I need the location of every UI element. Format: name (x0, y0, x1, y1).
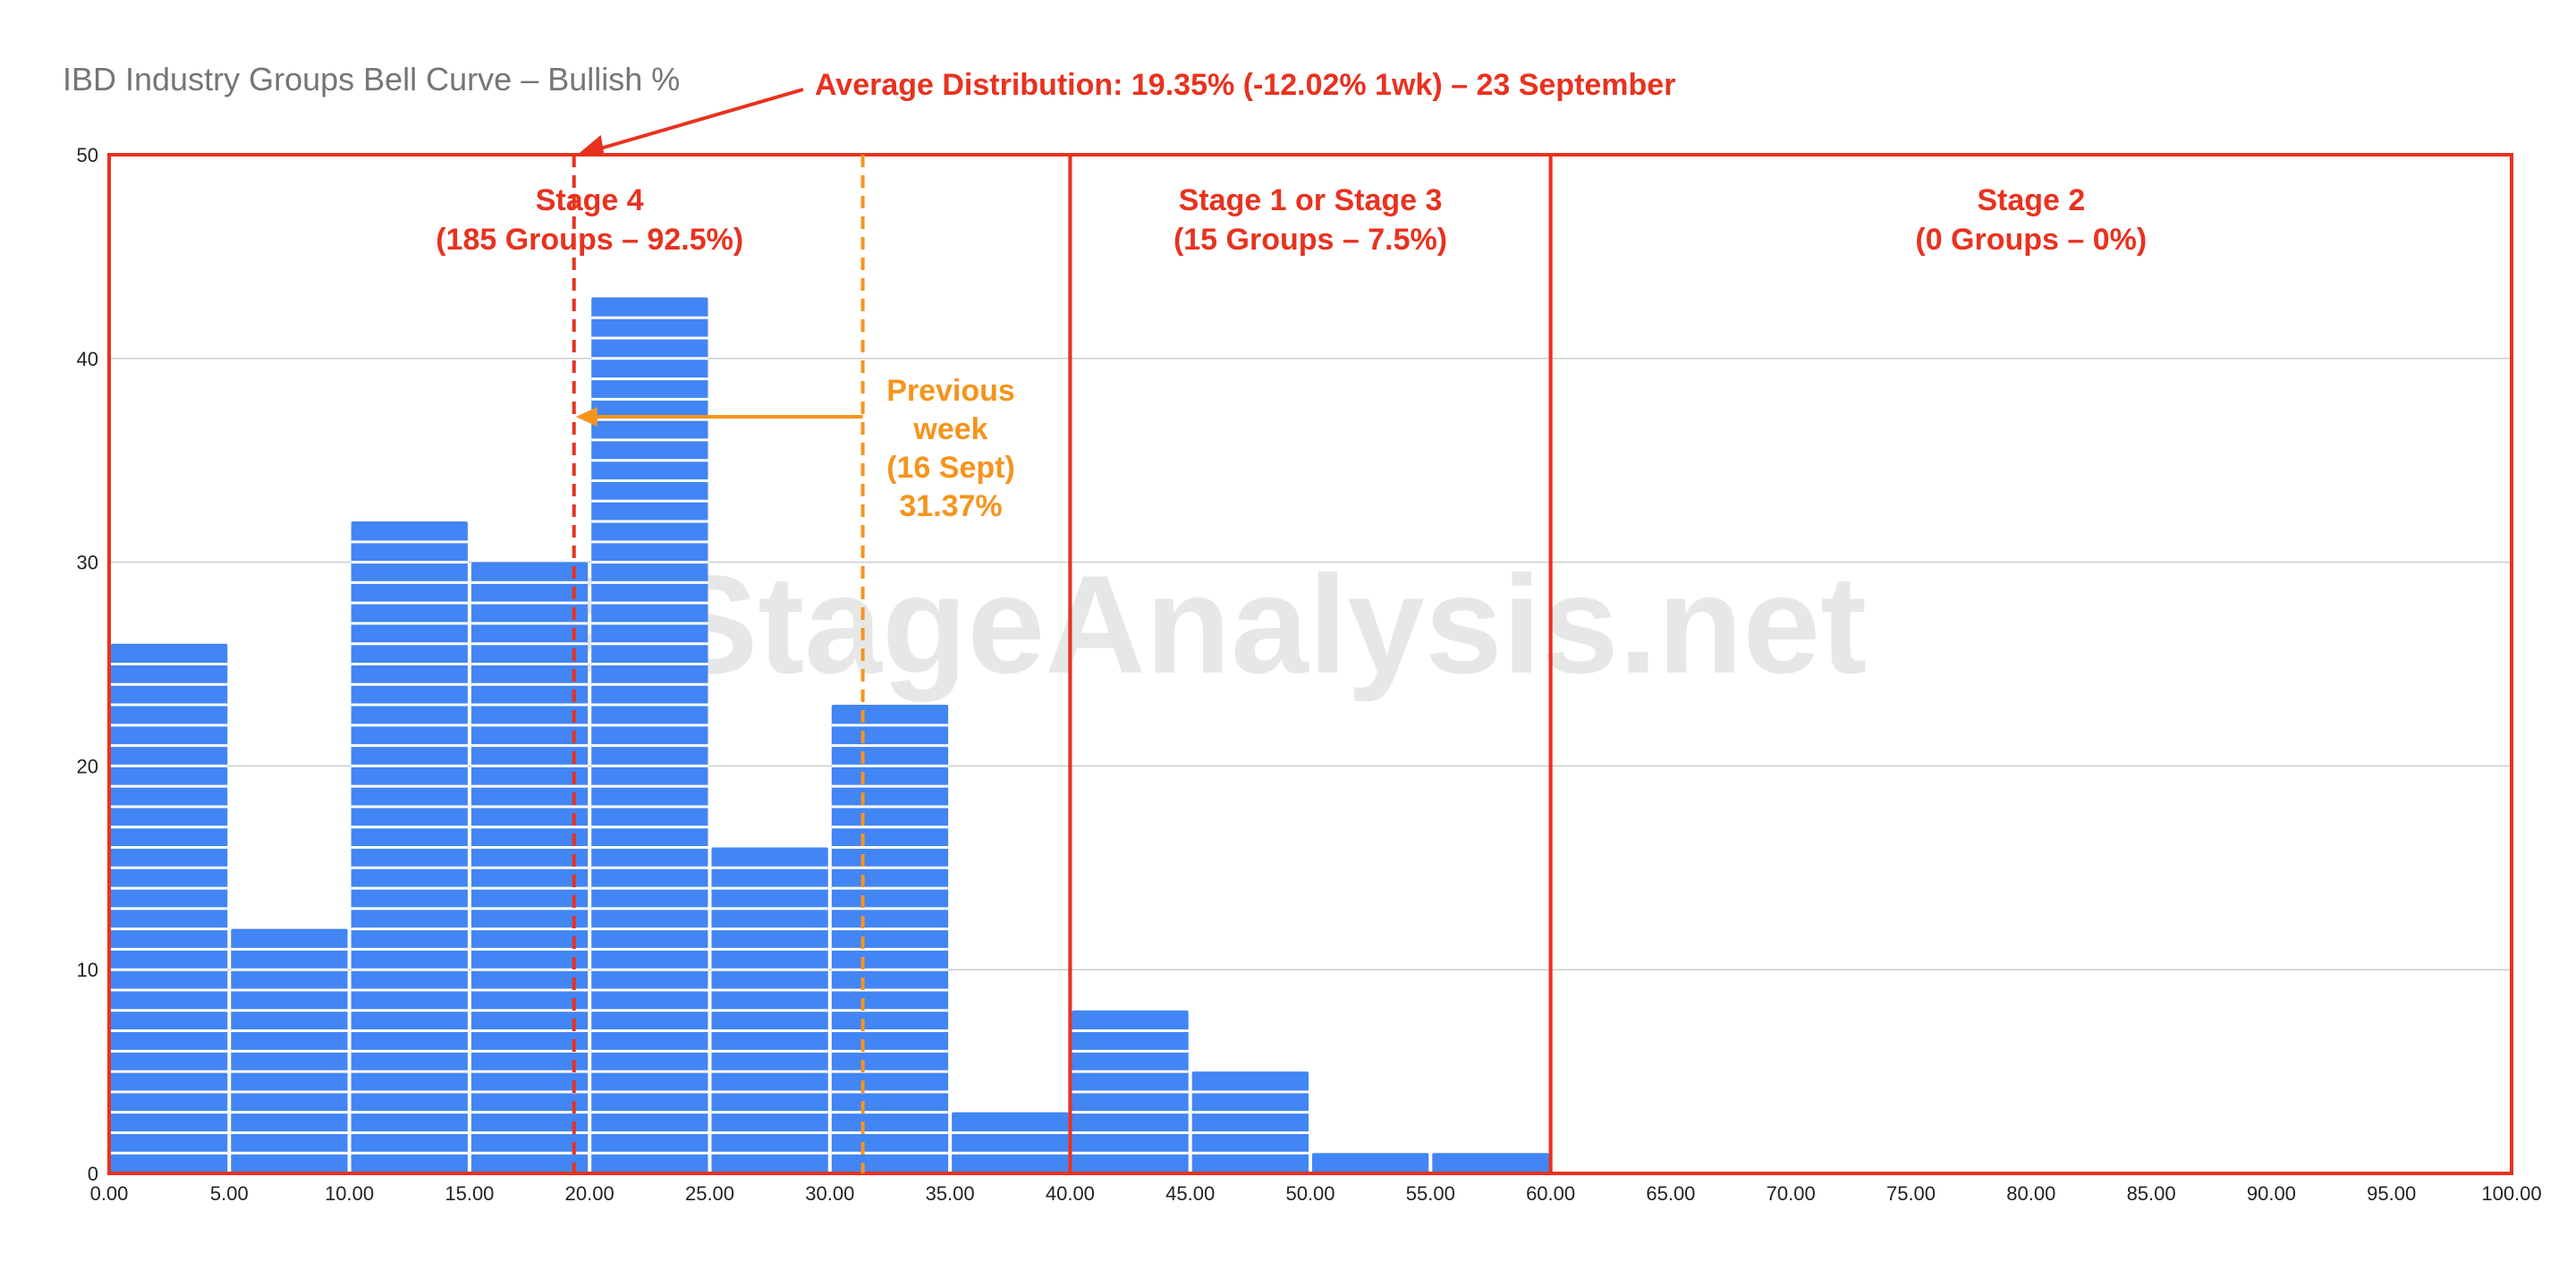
change-arrow-head (575, 407, 597, 427)
x-tick-label: 55.00 (1406, 1182, 1455, 1205)
x-tick-label: 45.00 (1165, 1182, 1215, 1205)
average-distribution-label: Average Distribution: 19.35% (-12.02% 1w… (815, 68, 1675, 102)
bar-rect (1312, 1153, 1429, 1173)
x-tick-label: 60.00 (1526, 1182, 1575, 1205)
stage-detail: (0 Groups – 0%) (1915, 223, 2147, 257)
bar (351, 521, 468, 1173)
stage-regions: Stage 4 (185 Groups – 92.5%) Stage 1 or St… (107, 153, 2513, 1175)
watermark: © StageAnalysis.net (523, 547, 1867, 703)
x-tick-label: 0.00 (90, 1182, 129, 1205)
grid (109, 154, 2512, 970)
bar (952, 1112, 1069, 1173)
x-tick-label: 50.00 (1285, 1182, 1335, 1205)
bar-rect (591, 297, 708, 1174)
chart-title: IBD Industry Groups Bell Curve – Bullish… (63, 61, 680, 97)
bar-rect (1191, 1071, 1309, 1173)
x-tick-label: 10.00 (325, 1182, 374, 1205)
stage-name: Stage 2 (1977, 183, 2085, 217)
previous-week-label: Previous (886, 374, 1015, 408)
x-tick-label: 30.00 (805, 1182, 854, 1205)
bar (1072, 1010, 1189, 1173)
stage-box (1548, 153, 2513, 1175)
x-tick-label: 90.00 (2247, 1182, 2296, 1205)
bar (831, 705, 949, 1173)
y-tick-label: 0 (88, 1163, 98, 1185)
previous-week-label: 31.37% (899, 489, 1002, 523)
bars (111, 297, 1549, 1174)
previous-week-label: week (912, 412, 987, 446)
y-tick-label: 30 (77, 552, 98, 574)
bar (1191, 1071, 1309, 1173)
x-tick-label: 15.00 (445, 1182, 494, 1205)
stage-name: Stage 1 or Stage 3 (1179, 183, 1443, 217)
bar-rect (952, 1112, 1069, 1173)
x-tick-label: 75.00 (1886, 1182, 1936, 1205)
x-tick-label: 25.00 (685, 1182, 734, 1205)
x-tick-label: 20.00 (565, 1182, 614, 1205)
bar-rect (831, 705, 949, 1173)
previous-week-label: (16 Sept) (886, 451, 1015, 485)
bar (470, 562, 589, 1173)
y-tick-label: 40 (77, 348, 98, 370)
x-tick-label: 95.00 (2367, 1182, 2416, 1205)
x-tick-label: 40.00 (1046, 1182, 1095, 1205)
stage-detail: (185 Groups – 92.5%) (436, 223, 743, 257)
bar (111, 643, 228, 1173)
y-tick-label: 10 (77, 959, 98, 981)
bar (1312, 1153, 1429, 1173)
bar (1432, 1153, 1549, 1173)
bar (231, 928, 348, 1173)
stage-name: Stage 4 (536, 183, 644, 217)
stage-detail: (15 Groups – 7.5%) (1174, 223, 1447, 257)
x-tick-label: 65.00 (1646, 1182, 1695, 1205)
average-callout-arrow-line (597, 88, 804, 151)
annotations: Previous week (16 Sept) 31.37% Average Distr… (572, 68, 1675, 1173)
x-tick-label: 80.00 (2006, 1182, 2055, 1205)
average-callout-arrow-head (579, 135, 605, 157)
bar-rect (1432, 1153, 1549, 1173)
x-tick-label: 35.00 (926, 1182, 975, 1205)
y-tick-label: 20 (77, 755, 98, 777)
bar (591, 297, 708, 1174)
x-tick-label: 100.00 (2481, 1182, 2541, 1205)
x-tick-label: 70.00 (1767, 1182, 1816, 1205)
y-tick-label: 50 (77, 144, 98, 166)
bar (711, 847, 828, 1173)
x-tick-label: 85.00 (2127, 1182, 2176, 1205)
x-tick-label: 5.00 (210, 1182, 249, 1205)
